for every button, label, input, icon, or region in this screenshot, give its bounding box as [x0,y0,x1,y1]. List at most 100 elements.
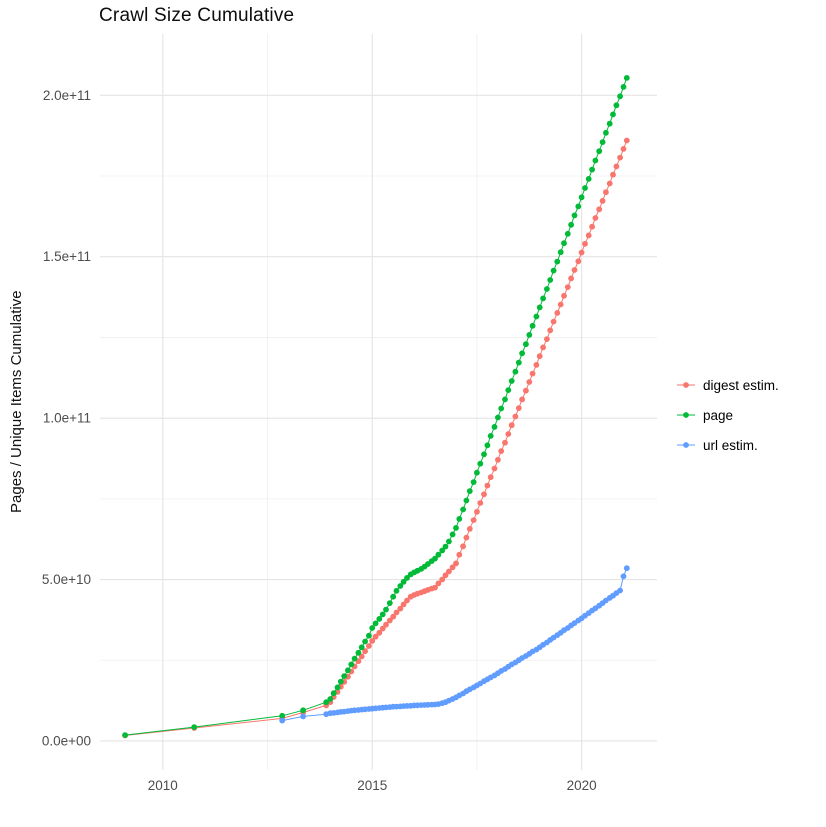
data-point [376,629,383,636]
legend-key-icon [677,442,695,448]
data-point [337,678,344,685]
data-point [300,713,306,720]
data-point [547,277,554,283]
data-point [386,617,393,624]
data-point [404,597,410,604]
data-point [620,573,627,580]
data-point [348,661,355,668]
data-point [606,120,613,127]
data-point [512,368,519,375]
data-point [355,649,362,656]
data-point [122,732,128,738]
data-point [487,474,494,481]
data-point [547,327,554,334]
data-point [554,310,561,316]
data-point [561,292,567,299]
data-point [599,139,606,146]
data-point [442,572,449,579]
data-point [372,633,379,640]
data-point [536,353,543,360]
y-tick-label: 2.0e+11 [43,88,91,103]
data-point [404,575,410,581]
data-point [435,551,442,558]
data-point [613,102,620,109]
data-point [383,621,389,628]
data-point [379,611,386,618]
data-point [505,387,512,393]
data-point [592,157,599,164]
data-point [362,648,368,655]
data-point [456,551,463,558]
legend-item-page: page [676,406,779,424]
data-point [544,286,550,292]
data-point [334,684,341,691]
data-point [466,488,473,494]
data-point [358,644,365,651]
data-point [505,431,512,437]
data-point [610,171,616,178]
chart-title: Crawl Size Cumulative [99,5,295,26]
data-point [557,249,564,256]
data-point [582,240,588,247]
data-point [439,576,446,583]
data-point [484,442,491,449]
data-point [623,565,630,572]
data-point [596,148,603,155]
data-point [498,448,505,454]
data-point [453,560,459,567]
legend-item-digest-estim: digest estim. [676,376,779,394]
data-point [585,176,592,182]
data-point [390,613,397,620]
data-point [300,707,306,714]
data-point [474,508,480,515]
data-point [533,313,540,320]
data-point [351,655,358,662]
data-point [460,543,466,550]
data-point [369,625,376,631]
data-point [617,587,623,594]
data-point [400,578,407,585]
data-point [550,267,557,274]
data-point [449,531,456,538]
data-point [330,690,337,697]
data-point [571,267,578,273]
data-point [523,341,529,348]
data-point [623,75,630,81]
data-point [620,84,627,90]
data-point [463,534,470,541]
data-point [372,620,379,627]
data-point [568,221,574,228]
data-point [575,203,582,210]
series-line [125,140,628,736]
y-tick-label: 1.5e+11 [43,249,91,264]
data-point [529,370,536,377]
legend-label: digest estim. [703,377,779,393]
data-point [502,396,508,403]
data-point [362,638,368,645]
legend-item-url-estim: url estim. [676,436,779,454]
legend-label: url estim. [703,437,758,453]
data-point [432,584,438,591]
data-point [400,601,407,608]
data-point [526,332,533,338]
data-point [477,460,484,467]
data-point [512,413,519,420]
legend-label: page [703,407,734,423]
data-point [495,414,501,421]
data-point [491,424,498,430]
y-tick-label: 0.0e+00 [42,733,91,748]
data-point [617,154,623,161]
data-point [508,378,515,384]
data-point [554,258,561,265]
data-point [568,275,574,282]
data-point [571,212,578,219]
data-point [620,146,627,152]
data-point [466,526,473,532]
data-point [515,405,522,411]
data-point [582,185,588,191]
data-point [393,587,400,594]
data-point [589,166,595,173]
x-tick-label: 2015 [357,778,387,793]
